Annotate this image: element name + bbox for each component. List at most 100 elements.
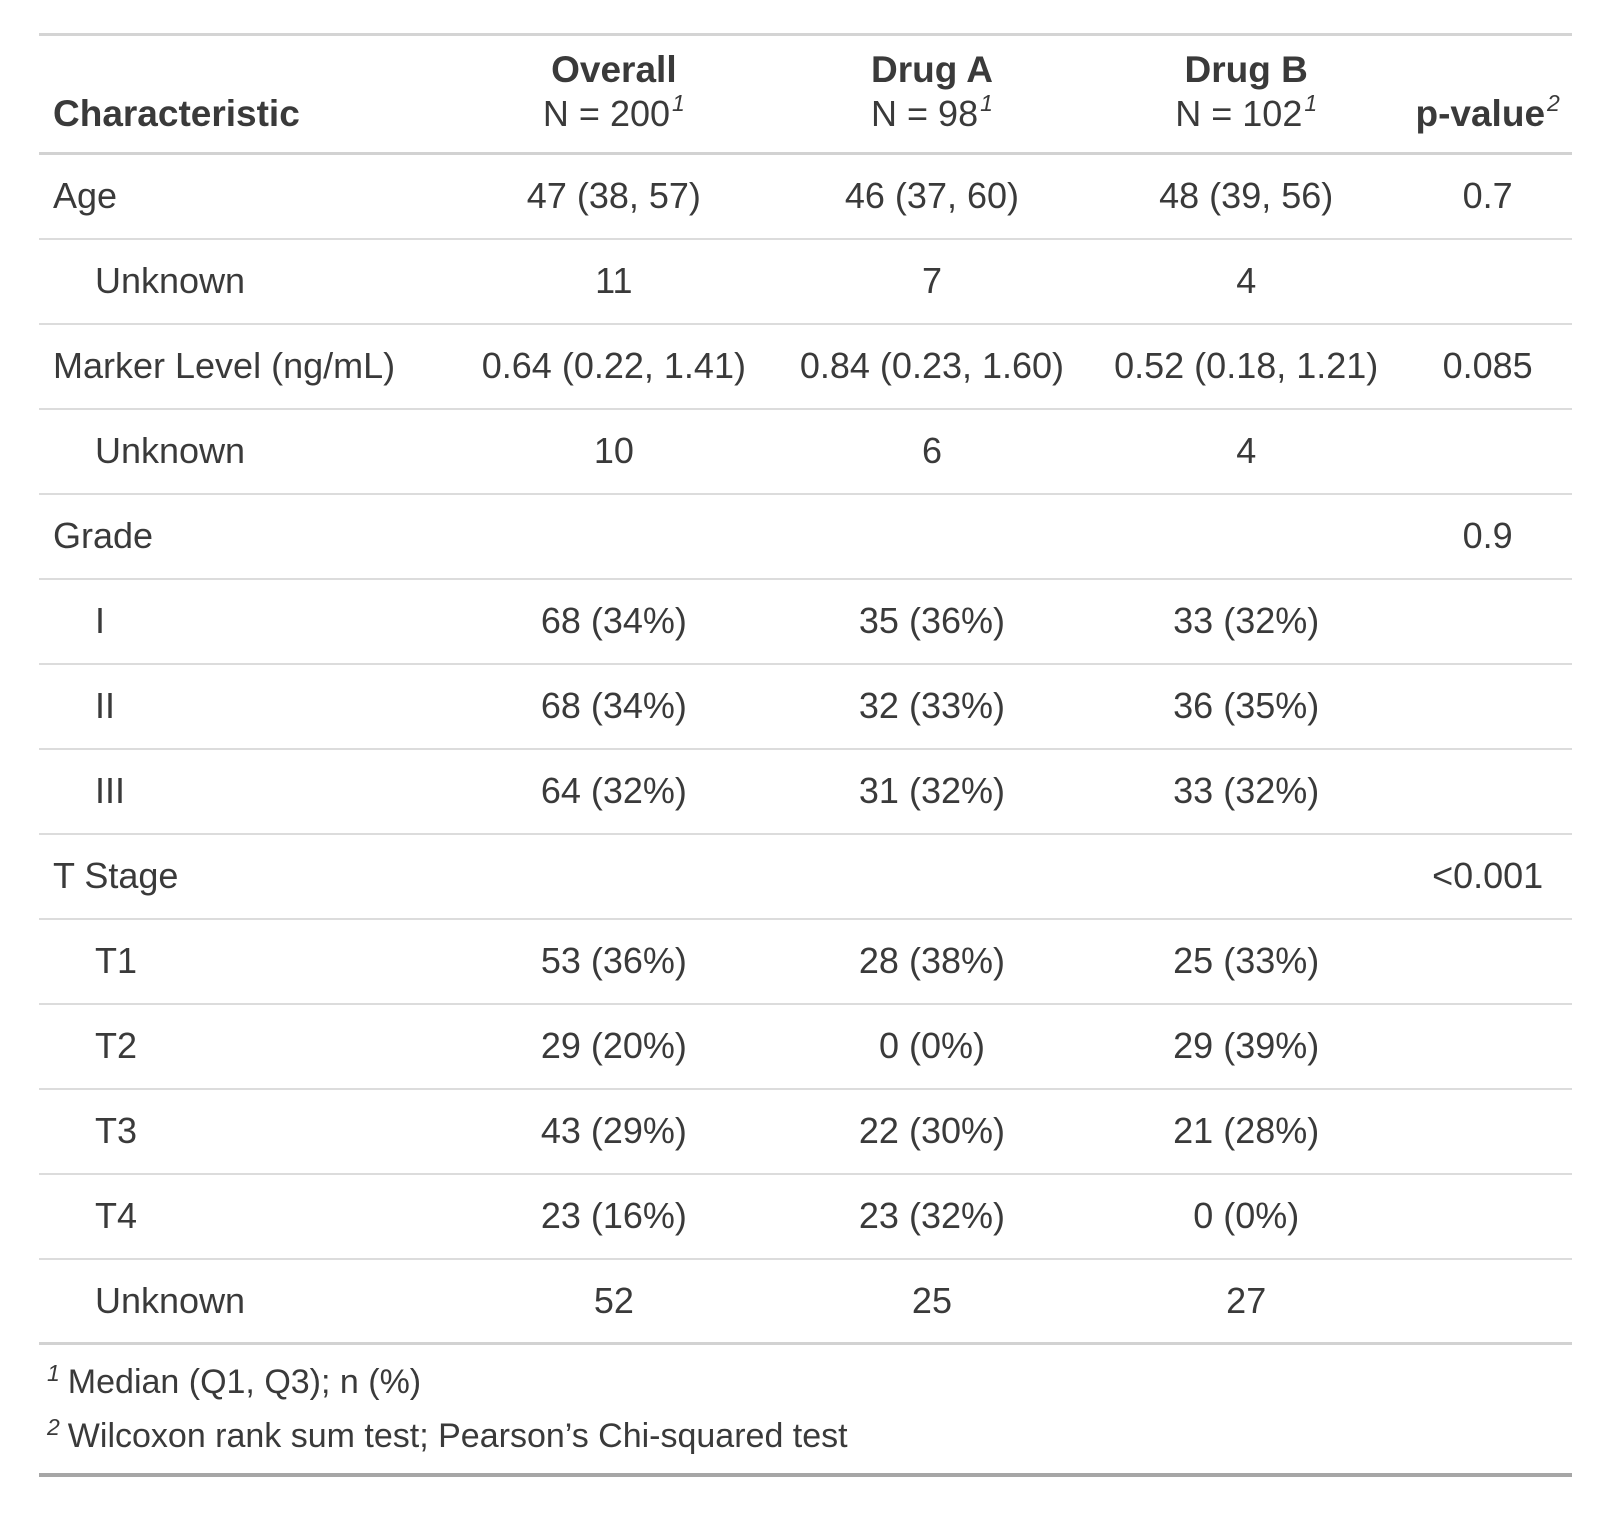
column-title: Characteristic (53, 93, 300, 134)
footnote-cell: 1 Median (Q1, Q3); n (%) 2 Wilcoxon rank s… (39, 1342, 1572, 1475)
footnote-mark: 2 (47, 1414, 60, 1440)
table-row: Grade 0.9 (39, 493, 1572, 580)
characteristic-cell: Unknown (39, 408, 453, 495)
characteristic-cell: II (39, 663, 453, 750)
overall-cell (452, 493, 775, 580)
n-count: N = 102 (1175, 93, 1303, 134)
drug-a-cell: 28 (38%) (774, 918, 1090, 1005)
overall-cell: 68 (34%) (452, 663, 775, 750)
footnote-mark: 1 (1304, 90, 1318, 116)
column-header-overall: Overall N = 2001 (452, 34, 775, 155)
characteristic-cell: T1 (39, 918, 453, 1005)
p-value-cell (1403, 1088, 1572, 1175)
drug-a-cell: 22 (30%) (774, 1088, 1090, 1175)
drug-a-cell: 25 (774, 1258, 1090, 1345)
table-row: T Stage <0.001 (39, 833, 1572, 920)
drug-b-cell: 29 (39%) (1089, 1003, 1404, 1090)
drug-b-cell: 33 (32%) (1089, 748, 1404, 835)
drug-a-cell: 6 (774, 408, 1090, 495)
table-body: Age 47 (38, 57) 46 (37, 60) 48 (39, 56) … (39, 153, 1572, 1345)
summary-table-container: Characteristic Overall N = 2001 Drug A N… (39, 33, 1572, 1477)
column-header-p-value: p-value2 (1403, 34, 1572, 155)
characteristic-cell: T3 (39, 1088, 453, 1175)
overall-cell: 23 (16%) (452, 1173, 775, 1260)
drug-b-cell (1089, 493, 1404, 580)
table-row: T3 43 (29%) 22 (30%) 21 (28%) (39, 1088, 1572, 1175)
drug-b-cell: 33 (32%) (1089, 578, 1404, 665)
drug-b-cell (1089, 833, 1404, 920)
table-row: T1 53 (36%) 28 (38%) 25 (33%) (39, 918, 1572, 1005)
p-value-cell: 0.7 (1403, 153, 1572, 240)
p-value-cell (1403, 408, 1572, 495)
overall-cell (452, 833, 775, 920)
overall-cell: 47 (38, 57) (452, 153, 775, 240)
table-row: T2 29 (20%) 0 (0%) 29 (39%) (39, 1003, 1572, 1090)
characteristic-cell: Grade (39, 493, 453, 580)
overall-cell: 64 (32%) (452, 748, 775, 835)
table-row: T4 23 (16%) 23 (32%) 0 (0%) (39, 1173, 1572, 1260)
column-subtitle: N = 1021 (1093, 92, 1399, 136)
column-header-characteristic: Characteristic (39, 34, 453, 155)
p-value-cell (1403, 1258, 1572, 1345)
table-row: Unknown 52 25 27 (39, 1258, 1572, 1345)
table-header: Characteristic Overall N = 2001 Drug A N… (39, 34, 1572, 155)
p-value-cell (1403, 238, 1572, 325)
column-header-drug-b: Drug B N = 1021 (1089, 34, 1404, 155)
footnote-mark: 2 (1547, 90, 1560, 116)
p-value-cell (1403, 578, 1572, 665)
drug-a-cell: 0 (0%) (774, 1003, 1090, 1090)
footnote-text: Wilcoxon rank sum test; Pearson’s Chi-sq… (67, 1417, 848, 1455)
overall-cell: 53 (36%) (452, 918, 775, 1005)
p-value-cell (1403, 918, 1572, 1005)
drug-b-cell: 4 (1089, 238, 1404, 325)
drug-a-cell: 31 (32%) (774, 748, 1090, 835)
p-value-cell (1403, 663, 1572, 750)
drug-b-cell: 36 (35%) (1089, 663, 1404, 750)
characteristic-cell: Marker Level (ng/mL) (39, 323, 453, 410)
column-title: Drug A (870, 49, 993, 90)
overall-cell: 29 (20%) (452, 1003, 775, 1090)
column-subtitle: N = 2001 (457, 92, 771, 136)
p-value-cell: <0.001 (1403, 833, 1572, 920)
drug-b-cell: 4 (1089, 408, 1404, 495)
column-title: Overall (551, 49, 677, 90)
footnote-mark: 1 (980, 90, 993, 116)
column-subtitle: N = 981 (779, 92, 1085, 136)
drug-a-cell (774, 493, 1090, 580)
p-value-cell (1403, 1003, 1572, 1090)
footnote-row: 1 Median (Q1, Q3); n (%) 2 Wilcoxon rank s… (39, 1342, 1572, 1475)
characteristic-cell: Age (39, 153, 453, 240)
table-row: Unknown 11 7 4 (39, 238, 1572, 325)
table-row: Age 47 (38, 57) 46 (37, 60) 48 (39, 56) … (39, 153, 1572, 240)
column-title: p-value2 (1407, 92, 1568, 136)
characteristic-cell: T2 (39, 1003, 453, 1090)
footnote-mark: 1 (672, 90, 685, 116)
drug-b-cell: 21 (28%) (1089, 1088, 1404, 1175)
drug-b-cell: 27 (1089, 1258, 1404, 1345)
header-row: Characteristic Overall N = 2001 Drug A N… (39, 34, 1572, 155)
overall-cell: 10 (452, 408, 775, 495)
table-row: I 68 (34%) 35 (36%) 33 (32%) (39, 578, 1572, 665)
n-count: N = 200 (542, 93, 671, 134)
table-row: Marker Level (ng/mL) 0.64 (0.22, 1.41) 0… (39, 323, 1572, 410)
drug-a-cell (774, 833, 1090, 920)
p-value-cell: 0.9 (1403, 493, 1572, 580)
overall-cell: 11 (452, 238, 775, 325)
summary-table: Characteristic Overall N = 2001 Drug A N… (39, 33, 1572, 1477)
footnote-2: 2 Wilcoxon rank sum test; Pearson’s Chi-s… (47, 1409, 1568, 1463)
column-header-drug-a: Drug A N = 981 (774, 34, 1090, 155)
footnote-1: 1 Median (Q1, Q3); n (%) (47, 1355, 1568, 1409)
drug-a-cell: 7 (774, 238, 1090, 325)
column-title: Drug B (1184, 49, 1308, 90)
characteristic-cell: T Stage (39, 833, 453, 920)
drug-b-cell: 48 (39, 56) (1089, 153, 1404, 240)
characteristic-cell: T4 (39, 1173, 453, 1260)
characteristic-cell: I (39, 578, 453, 665)
overall-cell: 68 (34%) (452, 578, 775, 665)
drug-b-cell: 25 (33%) (1089, 918, 1404, 1005)
table-row: Unknown 10 6 4 (39, 408, 1572, 495)
table-row: III 64 (32%) 31 (32%) 33 (32%) (39, 748, 1572, 835)
table-row: II 68 (34%) 32 (33%) 36 (35%) (39, 663, 1572, 750)
footnote-mark: 1 (47, 1360, 60, 1386)
